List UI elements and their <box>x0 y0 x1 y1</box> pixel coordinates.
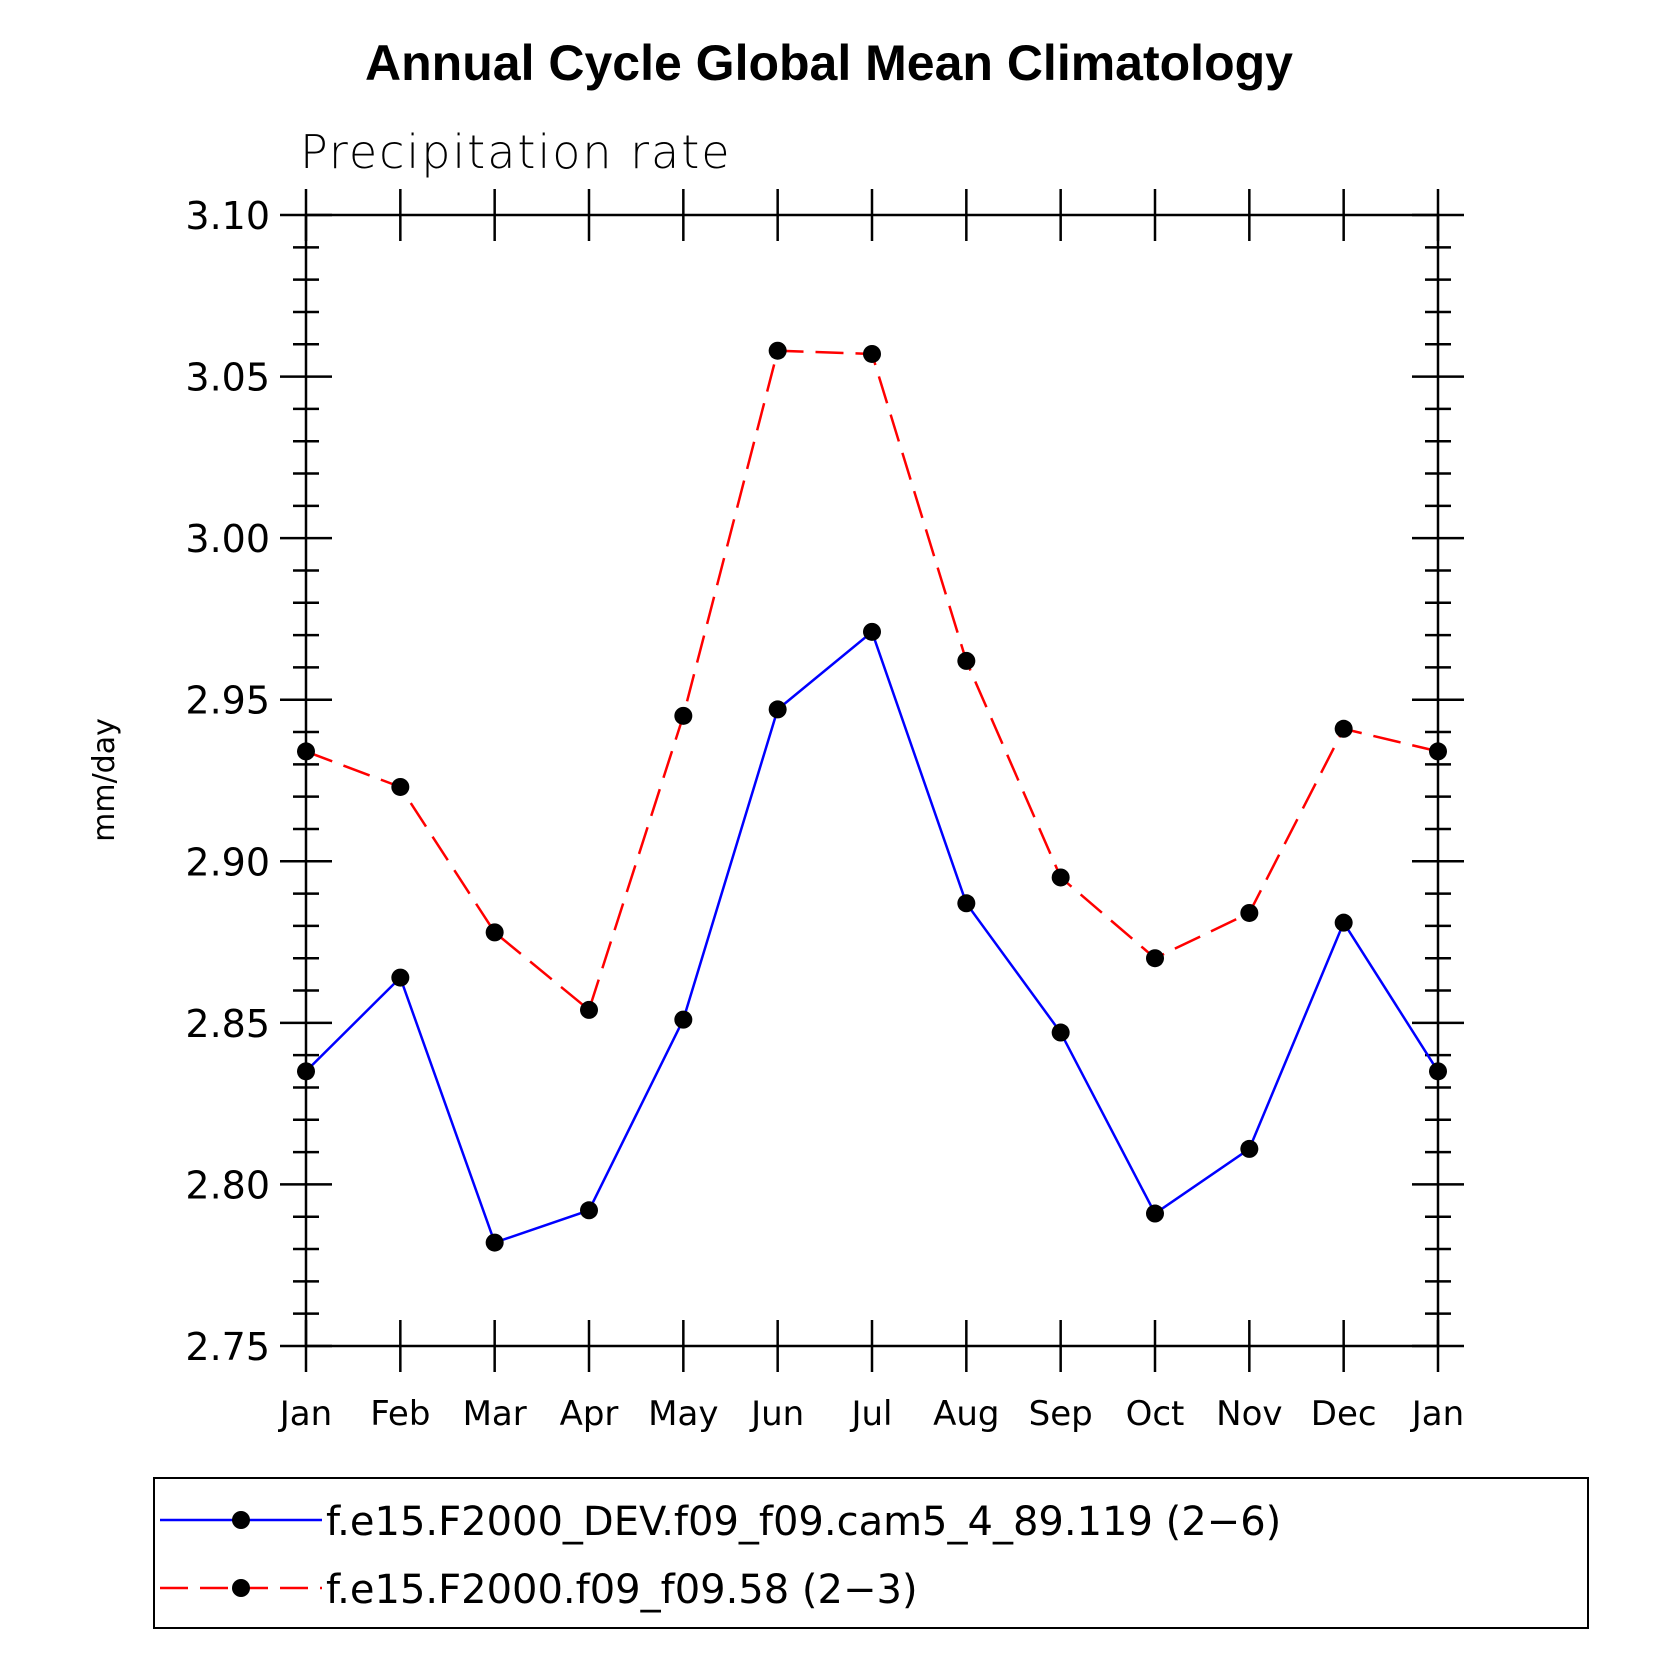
series-2-point <box>768 341 787 360</box>
x-tick-label: Aug <box>933 1394 999 1434</box>
legend-label-series-1: f.e15.F2000_DEV.f09_f09.cam5_4_89.119 (2… <box>326 1499 1281 1545</box>
series-2-point <box>674 706 693 725</box>
series-1-point <box>1334 913 1353 932</box>
x-tick-label: May <box>648 1394 718 1434</box>
legend-label-series-2: f.e15.F2000.f09_f09.58 (2−3) <box>326 1567 918 1613</box>
series-1-point <box>391 968 410 987</box>
legend-marker-series-2 <box>232 1579 250 1597</box>
y-tick-label: 2.80 <box>185 1163 270 1207</box>
series-1-point <box>863 622 881 641</box>
chart-title: Annual Cycle Global Mean Climatology <box>365 35 1293 91</box>
y-tick-label: 3.00 <box>185 517 270 561</box>
legend-marker-series-1 <box>232 1511 250 1529</box>
x-axis: Jan Feb Mar Apr May Jun Jul Aug Sep Oct Nov Dec Jan <box>278 189 1464 1434</box>
legend-box <box>153 1477 1589 1629</box>
x-tick-label: Jan <box>1410 1394 1464 1434</box>
series-1-point <box>1146 1204 1164 1223</box>
series-1-point <box>297 1062 315 1081</box>
series-1-point <box>957 894 976 913</box>
series-1-point <box>580 1201 598 1220</box>
legend: f.e15.F2000_DEV.f09_f09.cam5_4_89.119 (2… <box>153 1477 1589 1629</box>
series-2-point <box>580 1000 598 1019</box>
series-2-point <box>1146 949 1164 968</box>
y-tick-label: 2.85 <box>185 1002 270 1046</box>
series-line-2 <box>305 349 1439 1013</box>
series-1-point <box>768 700 787 719</box>
x-tick-label: Apr <box>560 1394 619 1434</box>
series-1-point <box>1240 1139 1259 1158</box>
series-layer <box>297 341 1447 1252</box>
y-tick-label: 2.75 <box>185 1325 270 1369</box>
series-2-point <box>297 742 315 761</box>
y-tick-label: 3.05 <box>185 356 270 400</box>
series-2-point <box>485 923 504 942</box>
series-line-1 <box>305 629 1440 1245</box>
x-tick-label: Oct <box>1126 1394 1185 1434</box>
x-tick-label: Mar <box>463 1394 527 1434</box>
series-1-point <box>1051 1023 1070 1042</box>
plot-frame <box>304 213 1440 1348</box>
series-2-point <box>1334 719 1353 738</box>
y-axis: 2.75 2.80 2.85 2.90 2.95 3.00 3.05 3.10 <box>185 194 1464 1369</box>
series-1-point <box>1429 1062 1447 1081</box>
y-tick-label: 2.95 <box>185 679 270 723</box>
chart-subtitle: Precipitation rate <box>300 125 732 179</box>
y-tick-label: 3.10 <box>185 194 270 238</box>
y-tick-label: 2.90 <box>185 840 270 884</box>
x-tick-label: Feb <box>370 1394 430 1434</box>
y-axis-label: mm/day <box>87 718 122 842</box>
x-tick-label: Dec <box>1311 1394 1377 1434</box>
series-2-point <box>1051 868 1070 887</box>
series-1-point <box>485 1233 504 1252</box>
x-tick-label: Nov <box>1216 1394 1282 1434</box>
series-1-point <box>674 1010 693 1029</box>
x-tick-label: Jun <box>749 1394 804 1434</box>
series-2-point <box>863 344 881 363</box>
x-tick-label: Jan <box>278 1394 332 1434</box>
series-2-point <box>957 651 976 670</box>
series-2-point <box>1240 903 1259 922</box>
series-2-point <box>391 777 410 796</box>
x-tick-label: Jul <box>849 1394 892 1434</box>
x-tick-label: Sep <box>1029 1394 1093 1434</box>
series-2-point <box>1429 742 1447 761</box>
